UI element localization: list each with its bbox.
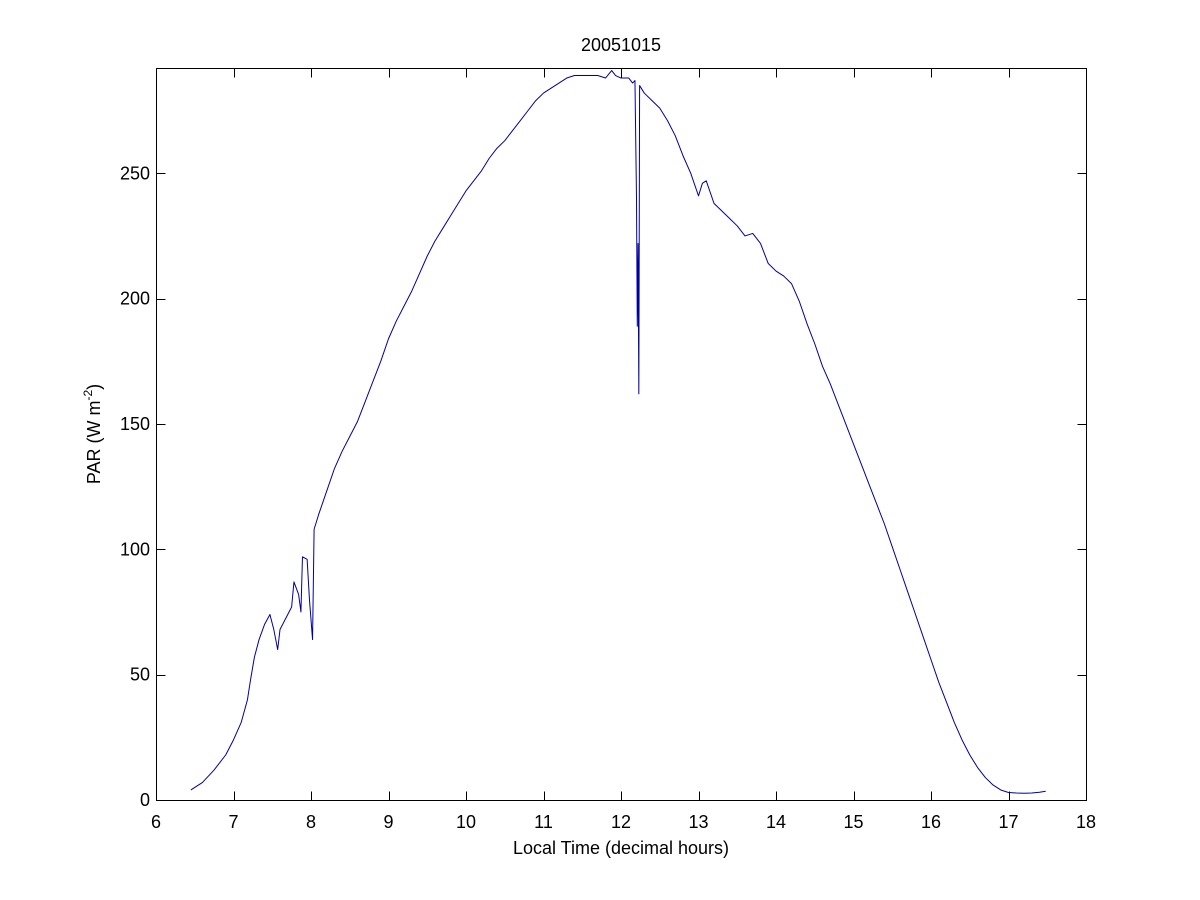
series-line-1 xyxy=(190,70,1046,794)
y-tick-label-250: 250 xyxy=(120,163,150,183)
y-axis-title-superscript: -2 xyxy=(81,390,95,401)
x-tick-label-11: 11 xyxy=(534,812,553,832)
y-tick-label-150: 150 xyxy=(120,414,150,434)
x-tick-label-13: 13 xyxy=(688,812,708,832)
y-tick-label-50: 50 xyxy=(130,665,150,685)
y-axis-ticks: 0 50 100 150 200 250 xyxy=(120,163,1087,810)
x-axis-ticks: 6 7 8 9 10 11 12 13 14 15 16 17 18 xyxy=(151,68,1096,832)
series-layer xyxy=(190,70,1046,794)
y-axis-title-suffix: ) xyxy=(84,384,104,390)
y-tick-label-100: 100 xyxy=(120,539,150,559)
x-tick-label-7: 7 xyxy=(228,812,238,832)
x-tick-label-15: 15 xyxy=(843,812,863,832)
x-tick-label-12: 12 xyxy=(611,812,631,832)
x-tick-label-14: 14 xyxy=(766,812,786,832)
x-tick-label-16: 16 xyxy=(921,812,941,832)
x-tick-label-10: 10 xyxy=(456,812,476,832)
x-tick-label-6: 6 xyxy=(151,812,161,832)
x-tick-label-17: 17 xyxy=(998,812,1018,832)
x-tick-label-18: 18 xyxy=(1076,812,1096,832)
y-tick-label-0: 0 xyxy=(140,790,150,810)
plot-area xyxy=(156,68,1087,801)
chart-title: 20051015 xyxy=(581,35,661,55)
x-axis-title: Local Time (decimal hours) xyxy=(513,838,729,858)
x-tick-label-9: 9 xyxy=(383,812,393,832)
y-axis-title-text: PAR (W m xyxy=(84,401,104,485)
y-axis-title: PAR (W m-2) xyxy=(81,384,104,484)
y-tick-label-200: 200 xyxy=(120,289,150,309)
x-tick-label-8: 8 xyxy=(306,812,316,832)
